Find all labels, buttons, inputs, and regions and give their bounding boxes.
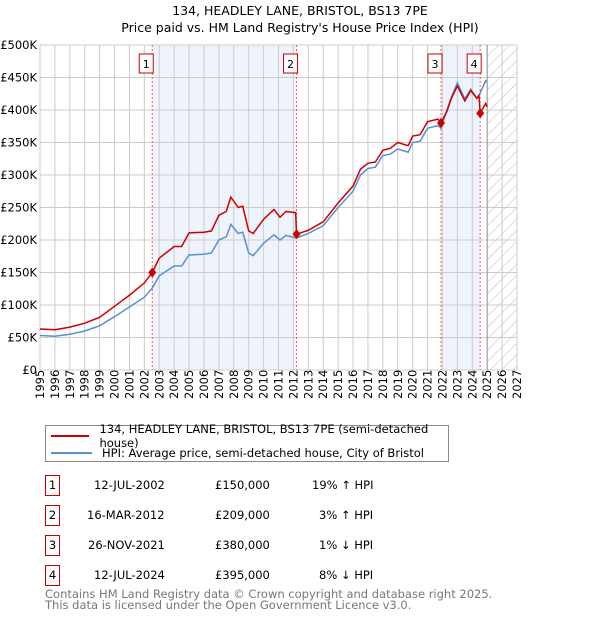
- y-tick-label: £150K: [0, 266, 37, 280]
- legend-label: HPI: Average price, semi-detached house,…: [102, 446, 424, 460]
- y-tick-label: £200K: [0, 233, 37, 247]
- sale-row: 2 16-MAR-2012 £209,000 3% ↑ HPI: [45, 505, 445, 526]
- x-tick-label: 2002: [137, 370, 151, 399]
- y-tick-label: £50K: [8, 331, 38, 345]
- x-tick-label: 2019: [391, 370, 405, 399]
- sale-marker-num: 2: [45, 505, 60, 526]
- sale-label: 1: [143, 58, 150, 71]
- legend-swatch-red: [51, 435, 90, 437]
- x-tick-label: 2026: [495, 370, 509, 399]
- sale-date: 12-JUL-2024: [94, 568, 165, 582]
- x-tick-label: 1999: [93, 370, 107, 399]
- sale-date: 16-MAR-2012: [87, 508, 165, 522]
- y-tick-label: £100K: [0, 298, 37, 312]
- x-tick-label: 1997: [63, 370, 77, 399]
- x-tick-label: 2017: [361, 370, 375, 399]
- sale-marker-num: 3: [45, 535, 60, 556]
- x-tick-label: 2010: [257, 370, 271, 399]
- sale-point: [292, 229, 301, 240]
- sale-hpi: 19% ↑ HPI: [312, 478, 374, 492]
- legend-item-hpi: HPI: Average price, semi-detached house,…: [46, 445, 424, 461]
- sale-label-box: [138, 53, 154, 74]
- legend-label: 134, HEADLEY LANE, BRISTOL, BS13 7PE (se…: [99, 422, 429, 450]
- sale-price: £150,000: [215, 478, 270, 492]
- x-tick-label: 2000: [108, 370, 122, 399]
- sale-label: 2: [287, 58, 294, 71]
- x-tick-label: 2025: [480, 370, 494, 399]
- x-tick-label: 1996: [48, 370, 62, 399]
- sale-point: [476, 108, 485, 119]
- x-tick-label: 2004: [167, 370, 181, 399]
- sale-point: [148, 267, 157, 278]
- y-tick-label: £350K: [0, 136, 37, 150]
- footer-licence: This data is licensed under the Open Gov…: [45, 598, 412, 612]
- sale-row: 1 12-JUL-2002 £150,000 19% ↑ HPI: [45, 475, 445, 496]
- chart-subtitle: Price paid vs. HM Land Registry's House …: [121, 20, 478, 35]
- x-tick-label: 2023: [450, 370, 464, 399]
- x-tick-label: 2027: [510, 370, 524, 399]
- chart-title: 134, HEADLEY LANE, BRISTOL, BS13 7PE: [172, 3, 428, 18]
- x-tick-label: 1998: [78, 370, 92, 399]
- legend-swatch-blue: [51, 452, 92, 454]
- sale-price: £209,000: [215, 508, 270, 522]
- x-tick-label: 2009: [242, 370, 256, 399]
- sale-label-box: [427, 53, 443, 74]
- legend-item-property: 134, HEADLEY LANE, BRISTOL, BS13 7PE (se…: [46, 422, 448, 450]
- sale-point: [436, 118, 445, 128]
- x-tick-label: 2021: [421, 370, 435, 399]
- sale-row: 4 12-JUL-2024 £395,000 8% ↓ HPI: [45, 565, 445, 586]
- sale-marker-num: 4: [45, 565, 60, 586]
- sale-price: £395,000: [215, 568, 270, 582]
- sale-date: 26-NOV-2021: [88, 538, 165, 552]
- sale-label-box: [283, 53, 299, 74]
- x-tick-label: 2024: [465, 370, 479, 399]
- y-tick-label: £250K: [0, 201, 37, 215]
- property-line: [39, 84, 488, 331]
- y-tick-label: £500K: [0, 38, 37, 52]
- x-tick-label: 2012: [286, 370, 300, 399]
- y-tick-label: £300K: [0, 168, 37, 182]
- hpi-line: [39, 79, 488, 337]
- footer: Contains HM Land Registry data © Crown c…: [45, 587, 493, 612]
- y-tick-label: £450K: [0, 71, 37, 85]
- x-tick-label: 2011: [272, 370, 286, 399]
- price-chart: 134, HEADLEY LANE, BRISTOL, BS13 7PE Pri…: [0, 3, 524, 399]
- x-tick-label: 2014: [316, 370, 330, 399]
- x-tick-label: 2007: [212, 370, 226, 399]
- sale-price: £380,000: [215, 538, 270, 552]
- sale-hpi: 3% ↑ HPI: [319, 508, 374, 522]
- sale-label: 3: [431, 58, 438, 71]
- footer-copyright: Contains HM Land Registry data © Crown c…: [45, 587, 493, 601]
- x-tick-label: 2016: [346, 370, 360, 399]
- x-tick-label: 2003: [152, 370, 166, 399]
- x-tick-label: 2001: [122, 370, 136, 399]
- x-tick-label: 2020: [406, 370, 420, 399]
- y-tick-label: £400K: [0, 103, 37, 117]
- legend: 134, HEADLEY LANE, BRISTOL, BS13 7PE (se…: [45, 422, 449, 462]
- y-tick-label: £0: [22, 363, 37, 377]
- x-tick-label: 2005: [182, 370, 196, 399]
- sale-label: 4: [471, 58, 478, 71]
- sale-hpi: 1% ↓ HPI: [319, 538, 374, 552]
- sale-hpi: 8% ↓ HPI: [319, 568, 374, 582]
- x-tick-label: 2015: [331, 370, 345, 399]
- x-tick-label: 2013: [301, 370, 315, 399]
- sale-row: 3 26-NOV-2021 £380,000 1% ↓ HPI: [45, 535, 445, 556]
- x-tick-label: 2008: [227, 370, 241, 399]
- sale-label-box: [466, 53, 482, 74]
- x-tick-label: 2006: [197, 370, 211, 399]
- x-tick-label: 1995: [33, 370, 47, 399]
- sale-marker-num: 1: [45, 475, 60, 496]
- sale-date: 12-JUL-2002: [94, 478, 165, 492]
- x-tick-label: 2018: [376, 370, 390, 399]
- x-tick-label: 2022: [435, 370, 449, 399]
